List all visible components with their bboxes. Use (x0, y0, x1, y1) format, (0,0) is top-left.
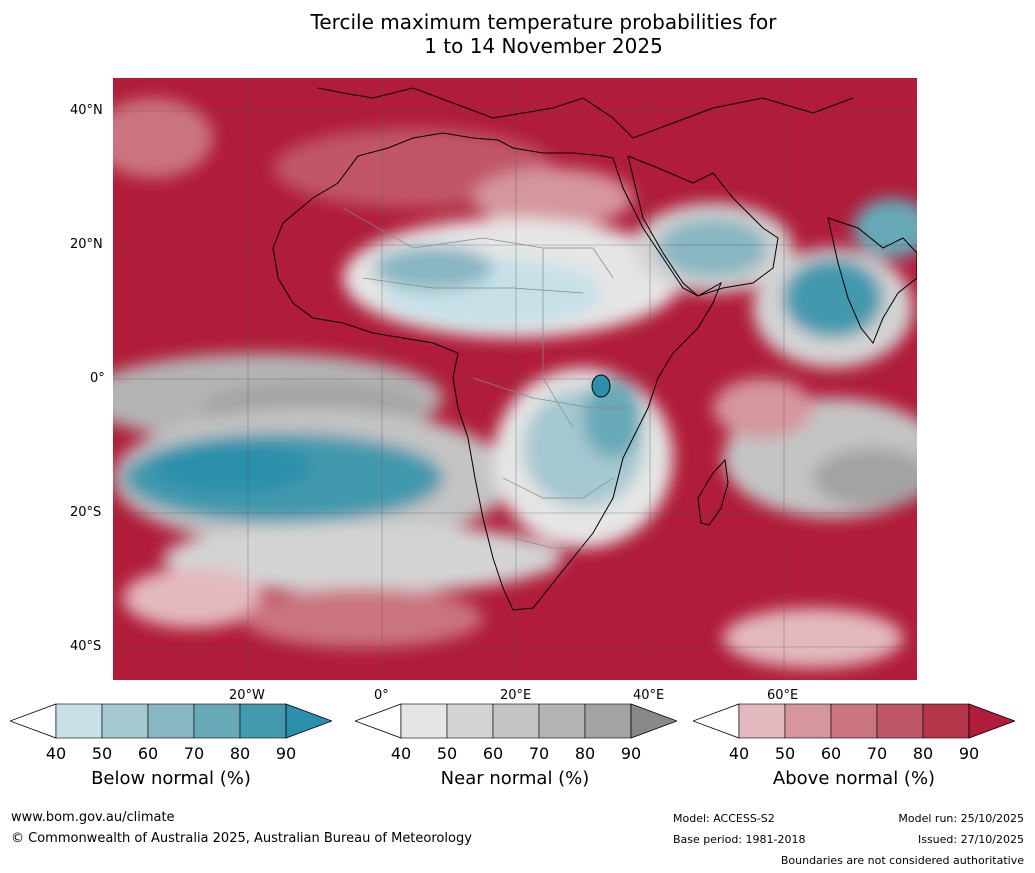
colorbar-segment (876, 703, 924, 739)
colorbar-above (693, 703, 1015, 739)
colorbar-extend-low (10, 703, 57, 739)
colorbar-tick-label: 70 (866, 744, 888, 763)
colorbar-segment (784, 703, 832, 739)
legend-above-normal (693, 700, 1015, 744)
colorbar-tick-label: 50 (436, 744, 458, 763)
colorbar-tick-label: 40 (728, 744, 750, 763)
colorbar-tick-label: 60 (137, 744, 159, 763)
colorbar-tick-label: 60 (482, 744, 504, 763)
graticule (113, 78, 917, 680)
lon-label-20w: 20°W (229, 688, 265, 703)
lon-label-60e: 60°E (767, 688, 799, 703)
lon-label-0: 0° (374, 688, 389, 703)
africa-coastline (272, 132, 722, 611)
footer-model-run: Model run: 25/10/2025 (898, 812, 1024, 825)
colorbar-below (10, 703, 332, 739)
india-coastline (827, 217, 917, 344)
colorbar-segment (492, 703, 540, 739)
legend-near-normal (355, 700, 677, 744)
colorbar-extend-high (285, 703, 332, 739)
legend-title-near: Near normal (%) (440, 768, 590, 789)
lat-label-20s: 20°S (70, 505, 102, 520)
colorbar-tick-label: 40 (45, 744, 67, 763)
colorbar-segment (922, 703, 970, 739)
colorbar-tick-label: 50 (91, 744, 113, 763)
colorbar-tick-label: 90 (275, 744, 297, 763)
lat-label-40s: 40°S (70, 639, 102, 654)
colorbar-extend-high (968, 703, 1015, 739)
lat-label-0: 0° (90, 371, 105, 386)
map-canvas (113, 78, 917, 680)
title-line-1: Tercile maximum temperature probabilitie… (310, 10, 777, 34)
colorbar-segment (55, 703, 103, 739)
colorbar-segment (738, 703, 786, 739)
europe-coastline (317, 87, 854, 139)
lon-label-20e: 20°E (500, 688, 532, 703)
colorbar-segment (193, 703, 241, 739)
lon-label-40e: 40°E (633, 688, 665, 703)
country-borders (342, 207, 633, 549)
footer-model: Model: ACCESS-S2 (673, 812, 775, 825)
colorbar-tick-label: 50 (774, 744, 796, 763)
legend-title-below: Below normal (%) (91, 768, 251, 789)
colorbar-tick-label: 80 (574, 744, 596, 763)
colorbar-extend-low (355, 703, 402, 739)
footer-copyright: © Commonwealth of Australia 2025, Austra… (11, 831, 472, 846)
colorbar-tick-label: 70 (183, 744, 205, 763)
footer-base-period: Base period: 1981-2018 (673, 833, 806, 846)
lake-victoria (591, 374, 611, 398)
title-line-2: 1 to 14 November 2025 (424, 34, 663, 58)
colorbar-segment (101, 703, 149, 739)
colorbar-near (355, 703, 677, 739)
colorbar-tick-label: 60 (820, 744, 842, 763)
colorbar-segment (147, 703, 195, 739)
footer-issued: Issued: 27/10/2025 (917, 833, 1024, 846)
colorbar-segment (239, 703, 287, 739)
colorbar-extend-low (693, 703, 740, 739)
colorbar-tick-label: 40 (390, 744, 412, 763)
colorbar-tick-label: 90 (958, 744, 980, 763)
lat-label-40n: 40°N (70, 103, 103, 118)
colorbar-tick-label: 80 (229, 744, 251, 763)
colorbar-segment (446, 703, 494, 739)
colorbar-tick-label: 90 (620, 744, 642, 763)
madagascar-coastline (697, 458, 729, 526)
footer-website[interactable]: www.bom.gov.au/climate (11, 810, 175, 825)
colorbar-tick-label: 80 (912, 744, 934, 763)
colorbar-segment (538, 703, 586, 739)
colorbar-tick-label: 70 (528, 744, 550, 763)
colorbar-extend-high (630, 703, 677, 739)
colorbar-segment (830, 703, 878, 739)
map-title: Tercile maximum temperature probabilitie… (0, 10, 1035, 58)
legend-below-normal (10, 700, 332, 744)
colorbar-segment (584, 703, 632, 739)
colorbar-segment (400, 703, 448, 739)
probability-map (113, 78, 917, 680)
lat-label-20n: 20°N (70, 237, 103, 252)
arabia-coastline (627, 155, 779, 297)
footer-disclaimer: Boundaries are not considered authoritat… (780, 854, 1024, 867)
legend-title-above: Above normal (%) (772, 768, 936, 789)
